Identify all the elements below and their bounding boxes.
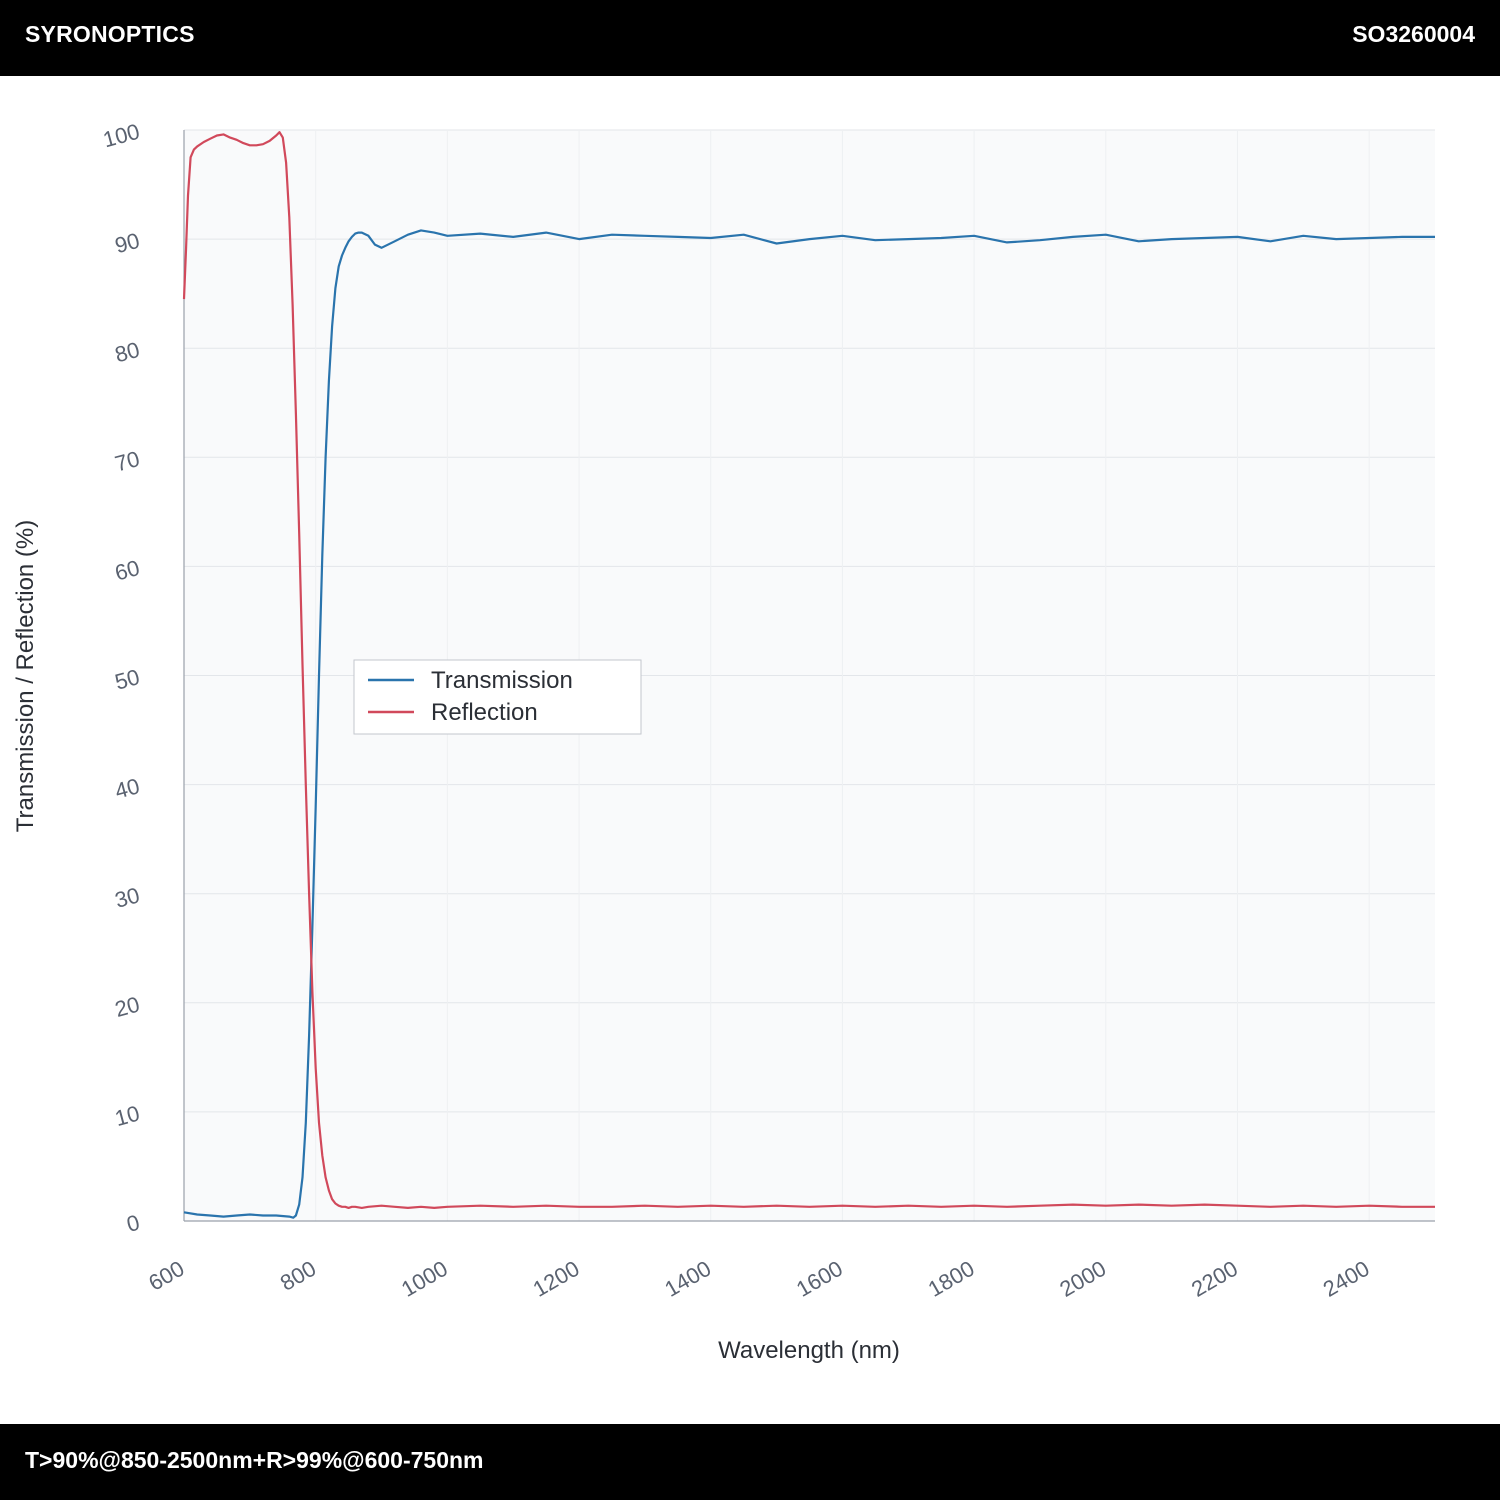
x-tick-label: 600 — [144, 1256, 188, 1296]
y-tick-label: 70 — [112, 446, 142, 476]
x-tick-labels: 600 800 1000 1200 1400 1600 1800 2000 2200 2400 — [144, 1256, 1373, 1302]
series-lines — [182, 131, 1435, 1219]
x-tick-label: 2000 — [1055, 1256, 1110, 1302]
x-tick-label: 1200 — [529, 1256, 584, 1302]
part-number: SO3260004 — [1352, 21, 1475, 47]
spectrum-chart: 0 10 20 30 40 50 60 70 80 90 100 600 800 1000 1200 140… — [12, 119, 1435, 1364]
y-tick-label: 40 — [112, 773, 142, 803]
y-tick-label: 10 — [112, 1101, 142, 1131]
y-tick-labels: 0 10 20 30 40 50 60 70 80 90 100 — [100, 119, 142, 1237]
legend-label-transmission: Transmission — [431, 667, 573, 694]
y-tick-label: 0 — [124, 1210, 142, 1237]
y-tick-label: 60 — [112, 555, 142, 585]
brand-name: SYRONOPTICS — [25, 21, 195, 47]
x-tick-label: 800 — [276, 1256, 320, 1296]
y-tick-label: 90 — [112, 228, 142, 258]
y-tick-label: 100 — [100, 119, 142, 153]
top-bar: SYRONOPTICS SO3260004 — [0, 0, 1500, 76]
y-axis-title: Transmission / Reflection (%) — [12, 520, 39, 833]
grid-lines — [184, 129, 1435, 1221]
y-tick-label: 80 — [112, 337, 142, 367]
x-tick-label: 1000 — [397, 1256, 452, 1302]
legend: Transmission Reflection — [353, 659, 642, 735]
legend-label-reflection: Reflection — [431, 699, 538, 726]
x-axis-title: Wavelength (nm) — [718, 1337, 900, 1364]
legend-box — [353, 659, 642, 735]
y-tick-label: 20 — [112, 991, 142, 1021]
x-tick-label: 2400 — [1319, 1256, 1374, 1302]
x-tick-label: 2200 — [1187, 1256, 1242, 1302]
series-line-reflection — [182, 131, 1435, 1210]
y-tick-label: 50 — [112, 664, 142, 694]
x-tick-label: 1800 — [924, 1256, 979, 1302]
spec-text: T>90%@850-2500nm+R>99%@600-750nm — [25, 1447, 484, 1473]
y-tick-label: 30 — [112, 882, 142, 912]
bottom-bar: T>90%@850-2500nm+R>99%@600-750nm — [0, 1424, 1500, 1500]
x-tick-label: 1400 — [660, 1256, 715, 1302]
series-line-transmission — [183, 229, 1435, 1219]
x-tick-label: 1600 — [792, 1256, 847, 1302]
